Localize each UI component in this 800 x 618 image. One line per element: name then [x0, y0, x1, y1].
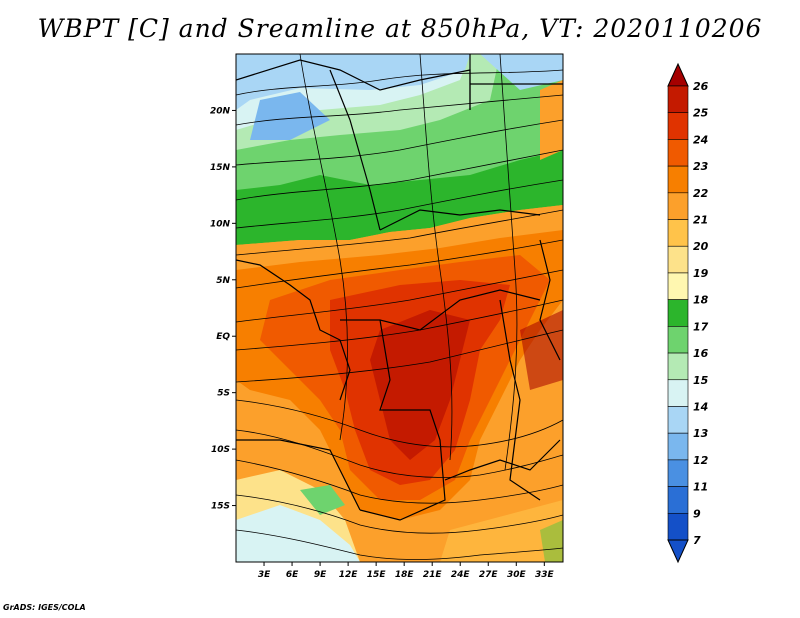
colorbar-swatch	[667, 85, 689, 114]
colorbar-swatch	[667, 165, 689, 194]
colorbar-level-label: 19	[693, 267, 709, 280]
colorbar-swatch	[667, 512, 689, 541]
colorbar-level-label: 11	[693, 481, 708, 494]
colorbar-swatch	[667, 245, 689, 274]
colorbar-swatch	[667, 326, 689, 354]
colorbar-level-label: 26	[693, 80, 709, 93]
colorbar-level-label: 18	[693, 294, 709, 307]
colorbar-swatch	[667, 352, 689, 381]
country-borders	[236, 54, 563, 521]
colorbar-level-label: 9	[693, 507, 701, 520]
plot-frame	[235, 53, 564, 563]
lon-tick-label: 21E	[423, 570, 443, 580]
grads-credit: GrADS: IGES/COLA	[3, 603, 86, 612]
colorbar-level-label: 22	[693, 187, 709, 200]
lat-tick-label: 20N	[210, 106, 231, 116]
lat-tick-label: EQ	[216, 332, 230, 342]
colorbar-swatch	[667, 192, 689, 220]
colorbar-swatch	[667, 379, 689, 407]
colorbar-swatch	[667, 299, 689, 327]
lat-tick-label: 10S	[211, 445, 230, 455]
colorbar-swatch	[667, 406, 689, 434]
colorbar-swatch	[667, 219, 689, 247]
lat-tick-label: 10N	[210, 219, 231, 229]
latitude-axis: 20N 15N 10N 5N EQ 5S 10S 15S	[210, 106, 236, 512]
lat-tick-label: 5N	[216, 276, 230, 286]
lon-tick-label: 30E	[507, 570, 527, 580]
colorbar-level-label: 12	[693, 454, 709, 467]
longitude-axis: 3E 6E 9E 12E 15E 18E 21E 24E 27E 30E 33E	[258, 562, 555, 580]
lat-tick-label: 15N	[210, 163, 231, 173]
colorbar-swatch	[667, 432, 689, 461]
colorbar-level-label: 16	[693, 347, 709, 360]
lat-tick-label: 15S	[211, 502, 230, 512]
lon-tick-label: 24E	[451, 570, 471, 580]
lon-tick-label: 18E	[395, 570, 415, 580]
colorbar-level-label: 15	[693, 374, 709, 387]
colorbar-level-label: 14	[693, 400, 708, 413]
lon-tick-label: 3E	[258, 570, 271, 580]
colorbar-level-label: 21	[693, 214, 708, 227]
colorbar-level-label: 23	[693, 160, 709, 173]
map-title: WBPT [C] and Sreamline at 850hPa, VT: 20…	[37, 14, 763, 43]
colorbar-level-label: 20	[693, 240, 709, 253]
colorbar-level-label: 13	[693, 427, 709, 440]
colorbar-swatch	[667, 112, 689, 140]
colorbar-level-label: 17	[693, 320, 709, 333]
colorbar-swatch	[667, 486, 689, 514]
colorbar: 26 25 24 23 22 21 20 19 18 17 16 15 14 13 12 11 9 7	[667, 62, 709, 564]
lon-tick-label: 27E	[479, 570, 499, 580]
lon-tick-label: 15E	[367, 570, 387, 580]
colorbar-bottom-arrow	[667, 539, 689, 564]
lon-tick-label: 6E	[286, 570, 299, 580]
colorbar-swatch	[667, 272, 689, 300]
colorbar-swatch	[667, 139, 689, 167]
wbpt-shading	[236, 54, 563, 562]
colorbar-top-arrow	[667, 62, 689, 87]
lon-tick-label: 33E	[535, 570, 555, 580]
lon-tick-label: 12E	[339, 570, 359, 580]
colorbar-level-label: 24	[693, 133, 708, 146]
colorbar-level-label: 7	[693, 534, 701, 547]
colorbar-swatch	[667, 459, 689, 487]
lon-tick-label: 9E	[314, 570, 327, 580]
colorbar-level-label: 25	[693, 107, 709, 120]
lat-tick-label: 5S	[217, 389, 230, 399]
